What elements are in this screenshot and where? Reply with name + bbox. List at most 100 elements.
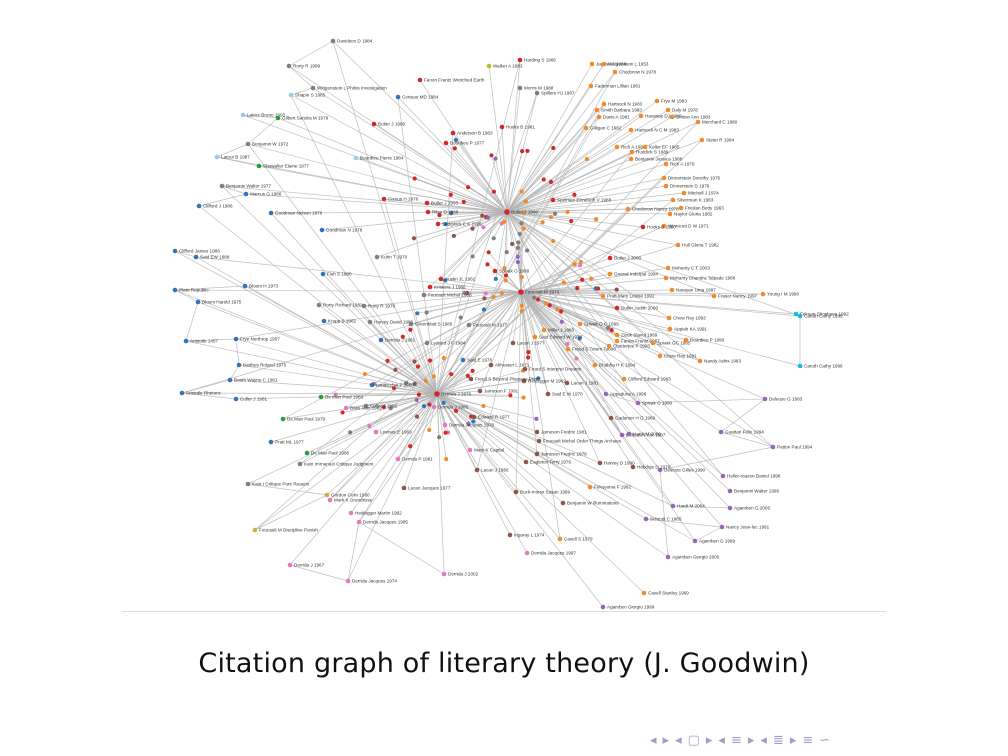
- graph-node-label: Lacan Jacques 1977: [408, 486, 451, 491]
- graph-node-label: Appiah KA 1991: [674, 327, 707, 332]
- graph-hub-node: Foucault M 1970: [518, 289, 560, 295]
- citation-edge: [395, 369, 438, 395]
- graph-node-dot: [669, 114, 675, 120]
- citation-edge: [520, 291, 601, 464]
- nav-frame-icon[interactable]: ▢: [687, 732, 700, 748]
- citation-edge: [247, 143, 508, 213]
- graph-node-label: Agamben Giorgio 1999: [607, 605, 655, 610]
- citation-edge: [436, 393, 478, 471]
- citation-edge: [195, 256, 522, 293]
- graph-node-label: Miller J 1986: [548, 328, 574, 333]
- graph-node: Lacan J 1981: [564, 381, 599, 386]
- graph-node-label: Derrida Jacques 1997: [531, 551, 576, 556]
- graph-node-dot: [541, 327, 547, 333]
- citation-edge: [216, 156, 260, 167]
- graph-node: Lacan Jacques 1977: [401, 486, 451, 491]
- beamer-navigation-bar: ◂ ▸ ◂ ▢ ▸ ◂ ≡ ▸ ◂ ≣ ▸ ≡ ∽: [650, 731, 830, 749]
- graph-node: Wittgenstein L 1953: [601, 62, 649, 67]
- graph-node-dot: [391, 386, 397, 391]
- citation-edge: [506, 211, 572, 222]
- graph-node-dot: [607, 271, 613, 277]
- graph-node: Lacan J 1977: [510, 340, 545, 346]
- nav-subsection-icon[interactable]: ≣: [772, 732, 784, 748]
- citation-edge: [488, 252, 522, 293]
- graph-node: Fish S 1980: [320, 272, 352, 277]
- graph-node: Greenblatt S 1980: [408, 322, 453, 327]
- graph-node-dot: [526, 355, 531, 360]
- nav-align-icon[interactable]: ≡: [802, 732, 814, 748]
- citation-edge: [520, 291, 670, 319]
- nav-left-icon[interactable]: ◂: [760, 732, 767, 748]
- citation-edge: [436, 151, 633, 395]
- graph-node-label: Chodorow N 1978: [619, 70, 656, 75]
- nav-left-icon[interactable]: ◂: [718, 732, 725, 748]
- graph-node-dot: [502, 266, 507, 271]
- citation-edge: [181, 379, 231, 394]
- graph-node-dot: [427, 284, 433, 290]
- graph-node-label: Derrida Jacques 1985: [363, 520, 408, 525]
- graph-node-dot: [552, 211, 558, 216]
- graph-node-label: Chow Rey 1993: [673, 316, 706, 321]
- graph-node-dot: [388, 406, 393, 411]
- graph-node-dot: [797, 313, 803, 319]
- graph-node: Rorty R 1979: [361, 304, 396, 309]
- graph-node-label: Sedgwick E K 1985: [442, 222, 482, 227]
- graph-node-dot: [411, 236, 417, 241]
- graph-node: Spivak GC 1985: [650, 341, 691, 346]
- citation-edge: [436, 393, 645, 594]
- graph-node-label: Butler J 2000: [614, 256, 642, 261]
- graph-node-dot: [561, 280, 567, 285]
- graph-node: Clifford J 1986: [196, 204, 233, 209]
- graph-node-dot: [466, 421, 471, 426]
- citation-edge: [436, 393, 674, 507]
- graph-node-label: Shapin S 1985: [295, 93, 326, 98]
- citation-edge: [419, 79, 508, 213]
- graph-node-label: Frye Northrop 1957: [240, 337, 280, 342]
- graph-node-dot: [441, 571, 447, 577]
- graph-node-dot: [520, 149, 525, 154]
- citation-edge: [436, 92, 538, 395]
- graph-node-dot: [515, 245, 521, 250]
- graph-node-label: Foucault Michel 1988: [428, 293, 472, 298]
- graph-node-dot: [526, 350, 531, 355]
- graph-node-dot: [195, 299, 201, 305]
- graph-node-dot: [536, 438, 542, 444]
- graph-node: Davis A 1981: [596, 115, 630, 120]
- citation-edge: [520, 289, 617, 293]
- nav-section-icon[interactable]: ≡: [730, 732, 742, 748]
- graph-node-dot: [427, 402, 432, 407]
- graph-node-dot: [395, 456, 401, 462]
- graph-node-dot: [381, 196, 387, 202]
- citation-edge: [390, 393, 438, 409]
- graph-node-dot: [517, 85, 523, 91]
- graph-node-dot: [214, 154, 220, 160]
- nav-left-icon[interactable]: ◂: [675, 732, 682, 748]
- graph-node-label: Pratt ML 1977: [275, 440, 304, 445]
- citation-edge: [520, 291, 623, 436]
- citation-edge: [506, 211, 715, 297]
- graph-node-dot: [667, 211, 673, 217]
- nav-right-icon[interactable]: ▸: [662, 732, 670, 748]
- nav-right-icon[interactable]: ▸: [789, 732, 797, 748]
- citation-edge: [506, 150, 528, 213]
- nav-right-icon[interactable]: ▸: [747, 732, 755, 748]
- graph-node-dot: [510, 340, 516, 346]
- citation-edge: [413, 211, 508, 239]
- graph-node-dot: [667, 326, 673, 332]
- graph-node-label: Pratt Mary Louise 1992: [607, 294, 655, 299]
- graph-node: Agamben G 1999: [692, 539, 735, 544]
- graph-node-dot: [421, 292, 427, 298]
- graph-node-label: Kristeva J 1982: [434, 285, 466, 290]
- graph-node: Aristotle 1457: [183, 339, 219, 344]
- graph-node: De Man Paul 1979: [280, 417, 325, 422]
- nav-left-icon[interactable]: ◂: [650, 732, 657, 748]
- nav-search-icon[interactable]: ∽: [819, 732, 831, 748]
- graph-node-dot: [675, 242, 681, 248]
- graph-node-dot: [443, 221, 448, 227]
- graph-node-label: Rorty R 1979: [368, 304, 396, 309]
- citation-edge: [436, 103, 605, 395]
- nav-right-icon[interactable]: ▸: [705, 732, 713, 748]
- graph-node-label: Spivak G 1990: [642, 401, 673, 406]
- graph-node-dot: [492, 268, 498, 274]
- graph-node: Deleuze Gilles 1990: [657, 468, 706, 473]
